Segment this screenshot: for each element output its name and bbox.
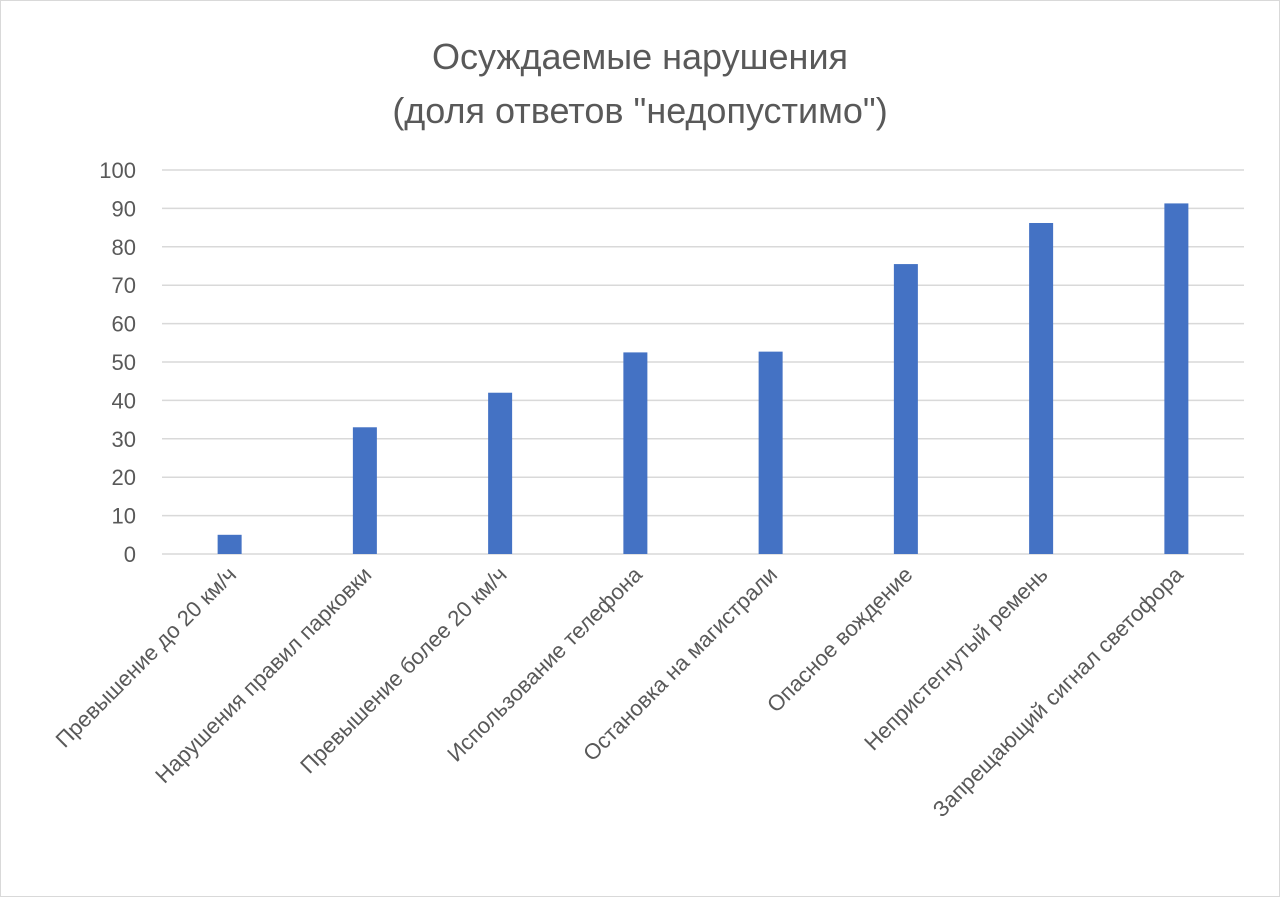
chart-title-line-1: Осуждаемые нарушения xyxy=(431,36,849,77)
y-tick-label: 90 xyxy=(112,196,136,221)
bar xyxy=(488,392,513,554)
y-tick-label: 50 xyxy=(112,350,136,375)
bar xyxy=(352,427,377,554)
y-tick-label: 60 xyxy=(112,312,136,337)
x-category-label: Запрещающий сигнал светофора xyxy=(928,561,1189,822)
y-tick-label: 0 xyxy=(124,542,136,567)
bar xyxy=(623,352,648,554)
bar xyxy=(217,534,242,554)
y-tick-label: 100 xyxy=(99,158,136,183)
y-tick-label: 30 xyxy=(112,427,136,452)
x-category-label: Нарушения правил парковки xyxy=(150,562,376,788)
bar xyxy=(1164,203,1189,554)
y-tick-label: 20 xyxy=(112,465,136,490)
chart-title: Осуждаемые нарушения (доля ответов "недо… xyxy=(0,30,1280,138)
y-tick-label: 40 xyxy=(112,388,136,413)
y-tick-label: 10 xyxy=(112,504,136,529)
bar xyxy=(1029,222,1054,554)
y-tick-label: 80 xyxy=(112,235,136,260)
x-category-label: Опасное вождение xyxy=(762,562,917,717)
y-tick-label: 70 xyxy=(112,273,136,298)
chart-title-line-2: (доля ответов "недопустимо") xyxy=(392,90,888,131)
bar xyxy=(758,351,783,554)
bar xyxy=(893,264,918,554)
